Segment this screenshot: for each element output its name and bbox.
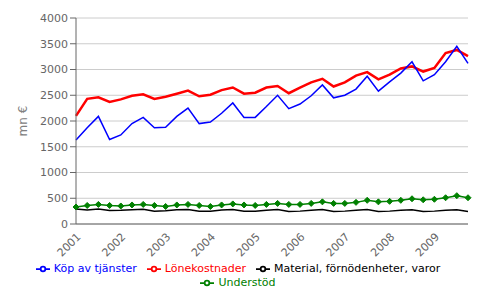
html-text:Lönekostnader: Lönekostnader	[164, 262, 246, 275]
html-text:Understöd: Understöd	[218, 276, 276, 289]
svg-text:2006: 2006	[279, 230, 308, 259]
svg-text:2005: 2005	[234, 230, 263, 259]
svg-text:2008: 2008	[368, 230, 397, 259]
html-text:Material, förnödenheter, varor: Material, förnödenheter, varor	[274, 262, 441, 275]
svg-text:2001: 2001	[55, 230, 84, 259]
svg-text:2004: 2004	[189, 230, 218, 259]
svg-text:1500: 1500	[40, 141, 68, 154]
svg-text:1000: 1000	[40, 166, 68, 179]
svg-text:2007: 2007	[323, 230, 352, 259]
svg-text:500: 500	[47, 192, 68, 205]
svg-text:3000: 3000	[40, 63, 68, 76]
svg-text:3500: 3500	[40, 38, 68, 51]
svg-text:4000: 4000	[40, 12, 68, 25]
svg-text:2003: 2003	[144, 230, 173, 259]
svg-text:2002: 2002	[99, 230, 128, 259]
svg-text:2009: 2009	[413, 230, 442, 259]
svg-text:mn €: mn €	[16, 106, 30, 137]
html-text:Köp av tjänster: Köp av tjänster	[53, 262, 137, 275]
svg-text:0: 0	[61, 218, 68, 231]
svg-text:2000: 2000	[40, 115, 68, 128]
svg-text:2500: 2500	[40, 89, 68, 102]
